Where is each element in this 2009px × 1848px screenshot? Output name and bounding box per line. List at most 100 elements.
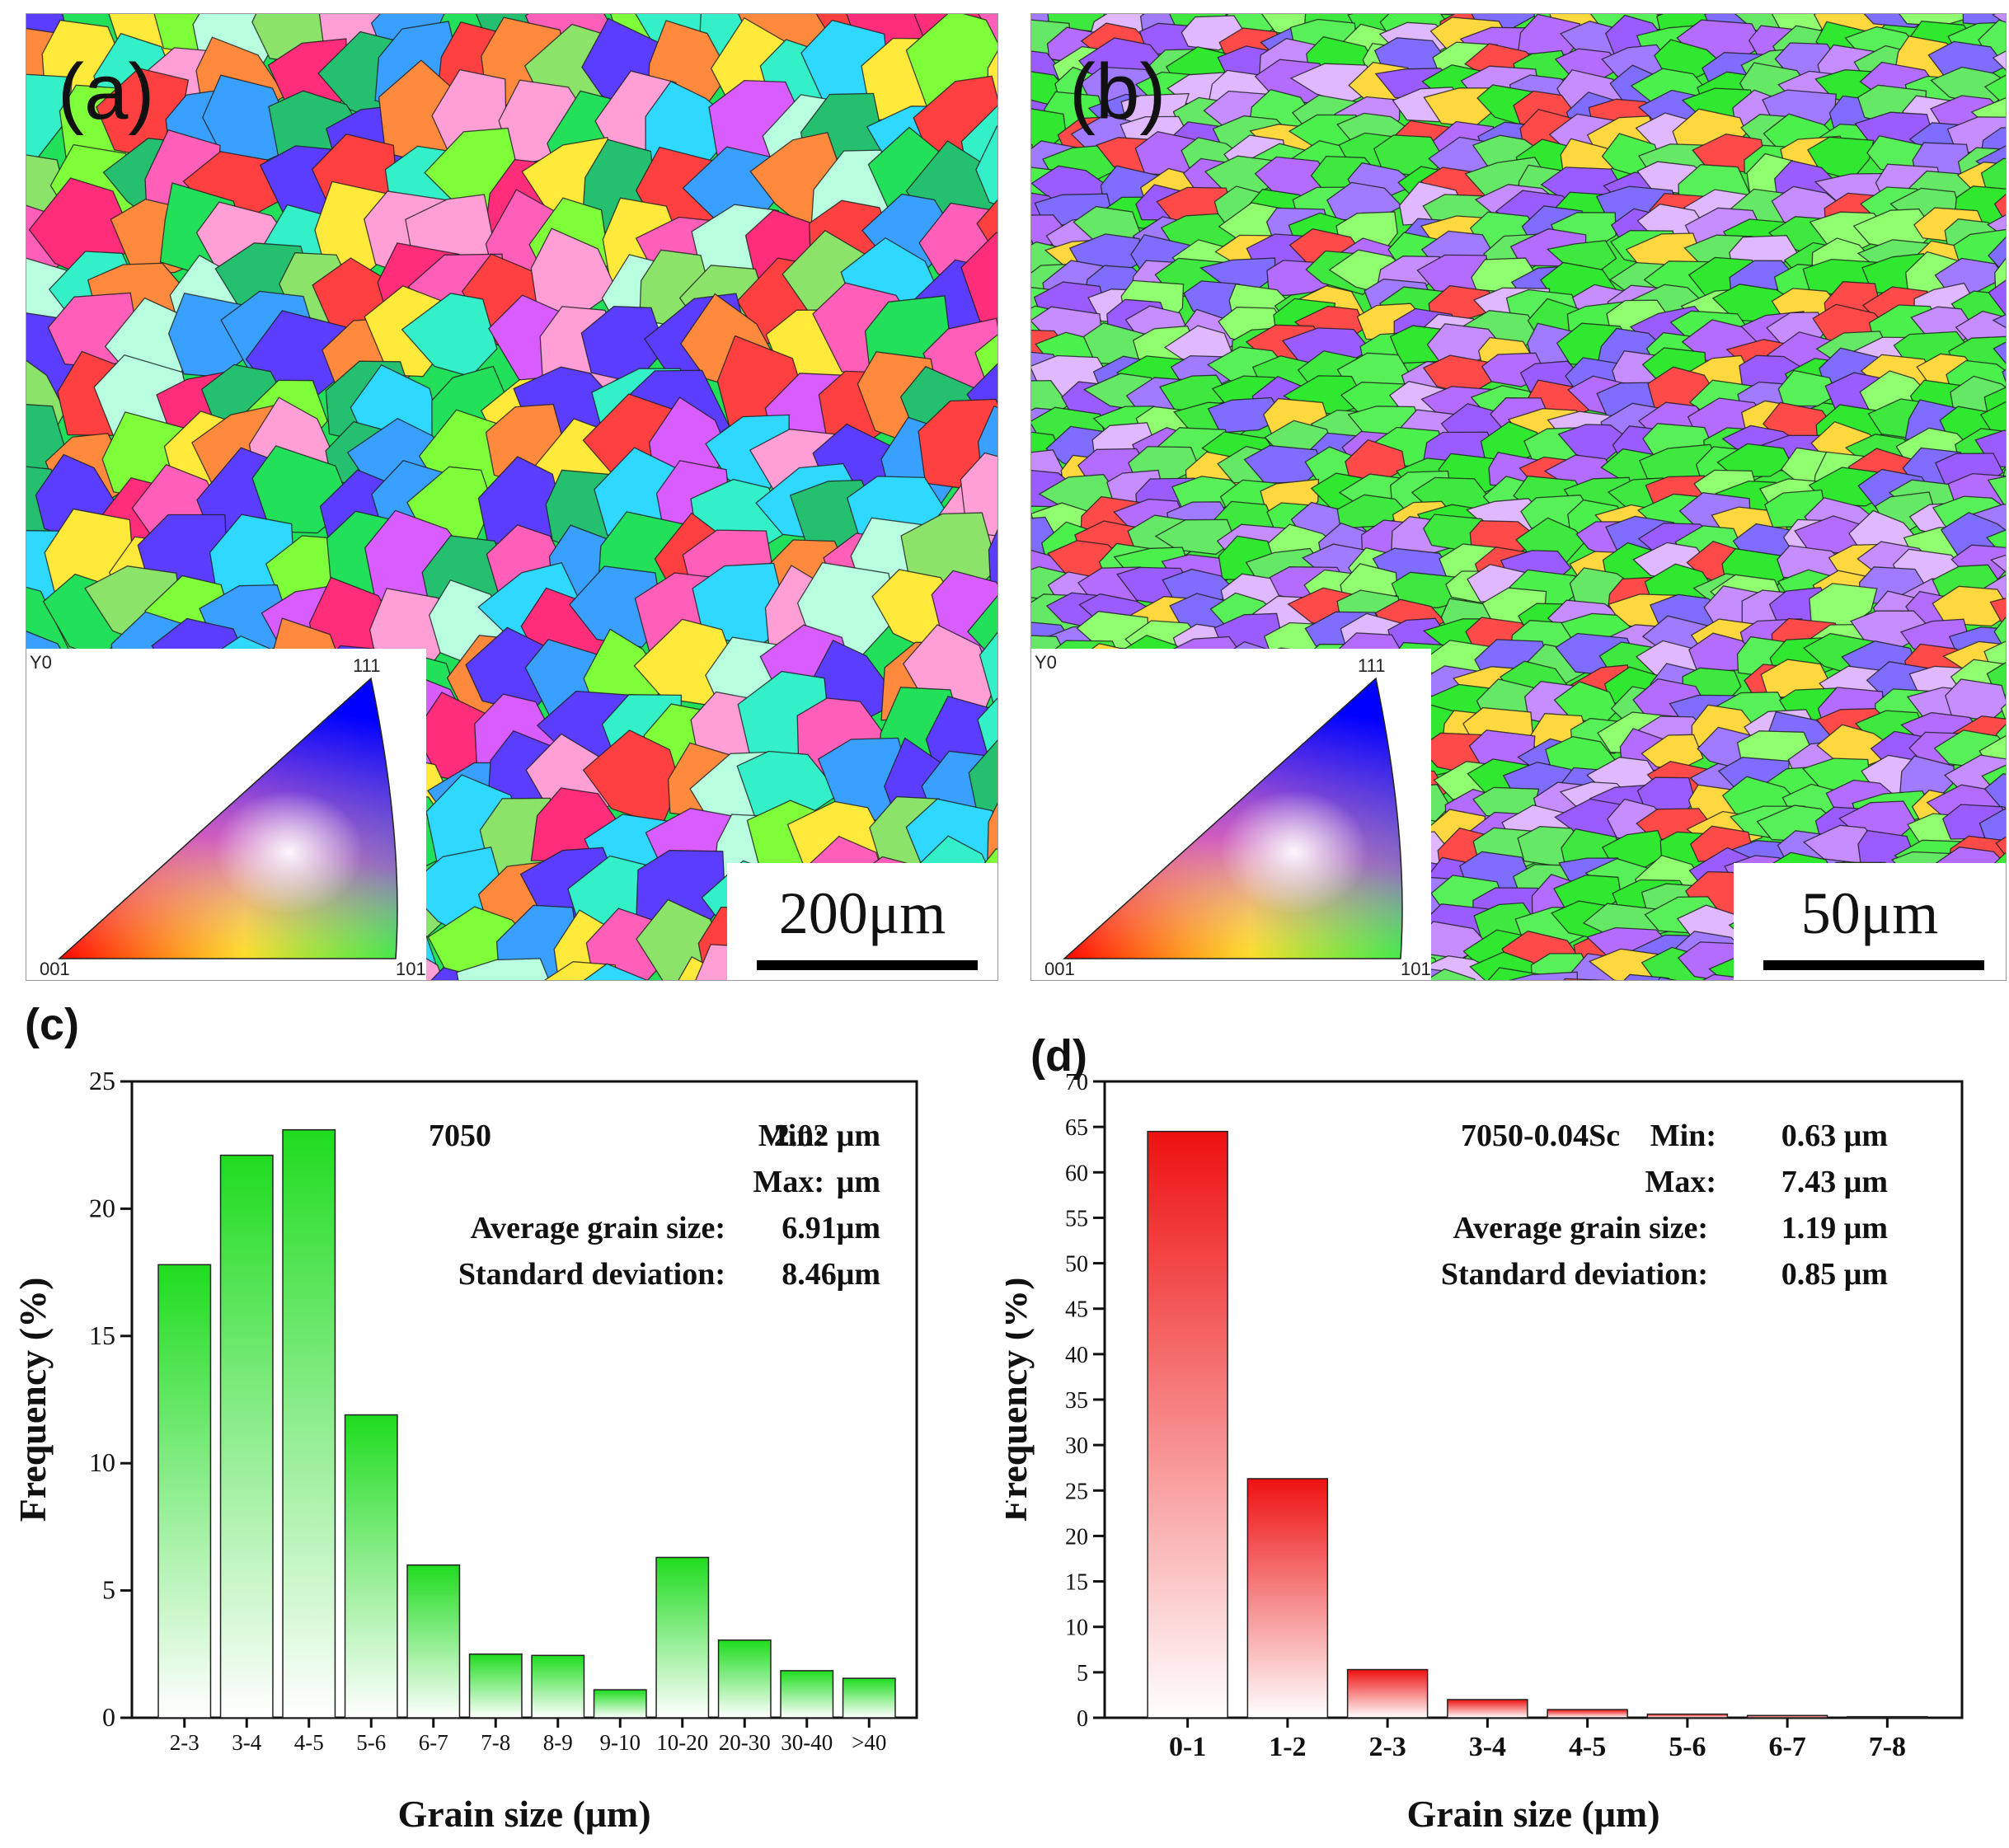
grain-mosaic-a: [26, 14, 997, 980]
y-tick-label: 20: [1065, 1524, 1088, 1550]
stat-value: 1.19 μm: [1781, 1211, 1888, 1245]
stat-value: 0.63 μm: [1781, 1119, 1888, 1153]
bar-8-9: [531, 1654, 585, 1719]
y-tick-label: 70: [1065, 1070, 1088, 1095]
x-tick-label: 6-7: [1768, 1732, 1805, 1762]
grain: [1988, 279, 2006, 315]
bar-2-3: [1346, 1668, 1429, 1719]
grain: [1993, 193, 2006, 222]
bar-3-4: [1447, 1699, 1528, 1719]
chart-title: 7050-0.04Sc: [1461, 1119, 1620, 1153]
stat-label: Max:: [1645, 1165, 1716, 1199]
bar-10-20: [655, 1556, 710, 1719]
x-tick-label: 2-3: [1368, 1732, 1406, 1762]
grain: [1945, 678, 2006, 721]
grain: [1989, 597, 2006, 626]
ebsd-map-a: (a) Y0 111 001 101 200μm: [26, 13, 998, 981]
bar-7-8: [468, 1653, 523, 1719]
grain: [1993, 341, 2006, 364]
y-tick-label: 5: [102, 1575, 115, 1605]
bar-1-2: [1246, 1478, 1329, 1719]
stat-label: Standard deviation:: [458, 1257, 725, 1292]
bar-3-4: [219, 1154, 274, 1719]
stat-label: Average grain size:: [1453, 1211, 1708, 1245]
y-tick-label: 45: [1065, 1297, 1088, 1323]
y-axis-label: Frequency (%): [1006, 1278, 1035, 1522]
grain: [1932, 585, 2006, 627]
grain: [1716, 443, 1793, 478]
ipf-triangle-b: [1063, 677, 1403, 959]
grain: [977, 697, 997, 760]
grain: [2002, 368, 2006, 383]
grain: [975, 125, 997, 206]
ipf-axis-label-b: Y0: [1035, 652, 1057, 673]
plot-frame: [130, 1080, 918, 1719]
bar-7-8: [1847, 1715, 1928, 1719]
grain: [1979, 401, 2006, 439]
grain: [1563, 978, 1606, 980]
x-tick-label: 4-5: [294, 1730, 324, 1755]
grain: [1974, 429, 2006, 468]
panel-label-a: (a): [58, 48, 155, 136]
y-axis-label: Frequency (%): [12, 1278, 54, 1522]
bar-9-10: [593, 1689, 647, 1719]
grain: [1509, 971, 1578, 980]
stat-label: Max:: [753, 1165, 824, 1199]
x-tick-label: 3-4: [232, 1730, 261, 1755]
bar-5-6: [1646, 1713, 1729, 1719]
chart-title: 7050: [429, 1119, 491, 1153]
ipf-triangle-a: [58, 677, 398, 959]
grain: [1983, 773, 2006, 809]
grain: [456, 958, 550, 980]
grain: [1425, 968, 1476, 980]
y-tick-label: 30: [1065, 1433, 1088, 1459]
scale-box-a: 200μm: [727, 863, 997, 980]
bar-30-40: [780, 1670, 834, 1719]
x-tick-label: 5-6: [356, 1730, 386, 1755]
stat-value: 0.85 μm: [1781, 1257, 1888, 1292]
y-tick-label: 65: [1065, 1115, 1088, 1141]
grain: [583, 963, 648, 980]
stat-value: 2.02 μm: [774, 1119, 880, 1153]
grain: [1987, 476, 2006, 509]
x-tick-label: 9-10: [600, 1730, 641, 1755]
scale-label-a: 200μm: [778, 880, 946, 946]
stat-label: Min:: [1650, 1119, 1716, 1153]
scale-bar-a: [757, 960, 978, 970]
grain: [968, 739, 997, 818]
grain: [2000, 703, 2006, 722]
grain: [1992, 313, 2006, 329]
ebsd-map-b: (b) Y0 111 001 101 50μm: [1030, 13, 2007, 981]
ipf-corner-111-b: 111: [1358, 655, 1386, 676]
bar-6-7: [406, 1564, 461, 1719]
ipf-legend-a: Y0 111 001 101: [26, 649, 426, 980]
bar-2-3: [157, 1264, 212, 1719]
x-tick-label: >40: [852, 1730, 886, 1755]
y-tick-label: 15: [89, 1320, 115, 1350]
bar-5-6: [344, 1414, 398, 1719]
bar->40: [842, 1677, 896, 1719]
bar-4-5: [282, 1128, 336, 1719]
grain: [960, 232, 997, 324]
x-tick-label: 8-9: [543, 1730, 573, 1755]
histogram-d: 0 5 10 15 20 25 30 35 40 45 50 55 60 65 70 0-1 1-2 2-3 3-4…: [1006, 1070, 1964, 1835]
grain: [1207, 396, 1285, 434]
grain: [1910, 306, 1976, 341]
x-tick-label: 3-4: [1469, 1732, 1506, 1762]
grain: [569, 565, 664, 648]
panel-label-c: (c): [25, 1000, 79, 1049]
x-tick-label: 1-2: [1269, 1732, 1306, 1762]
ipf-corner-001-a: 001: [40, 959, 70, 979]
x-tick-label: 5-6: [1669, 1732, 1706, 1762]
stat-value: 6.91μm: [782, 1211, 880, 1245]
y-tick-label: 0: [1077, 1706, 1088, 1732]
y-tick-label: 10: [1065, 1616, 1088, 1641]
stat-value: μm: [837, 1165, 880, 1199]
y-tick-label: 20: [89, 1193, 115, 1222]
panel-label-b: (b): [1069, 48, 1166, 136]
y-tick-label: 35: [1065, 1388, 1088, 1414]
ipf-corner-101-a: 101: [396, 959, 426, 979]
x-tick-label: 0-1: [1169, 1732, 1206, 1762]
x-tick-label: 10-20: [656, 1730, 708, 1755]
grain: [1992, 50, 2006, 71]
